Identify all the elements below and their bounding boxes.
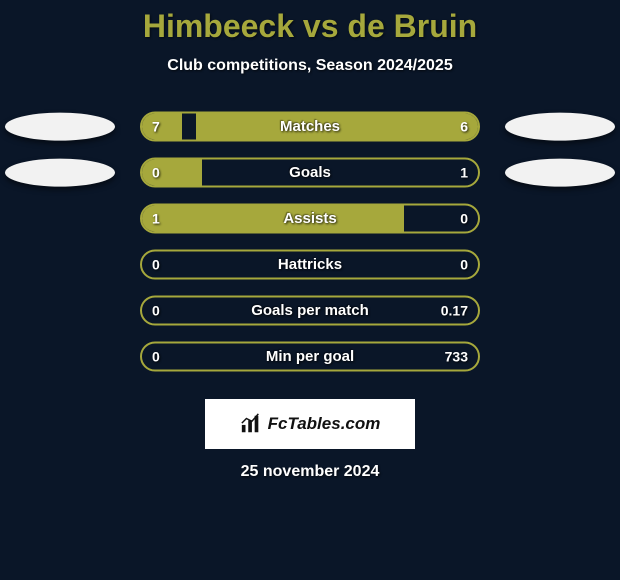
player-right-avatar (505, 159, 615, 187)
subtitle: Club competitions, Season 2024/2025 (0, 57, 620, 75)
stat-bar-track: 76Matches (140, 112, 480, 142)
stat-row: 0 0.17Goals per match (0, 289, 620, 335)
stat-value-left: 0 (152, 303, 160, 319)
stat-bar-track: 0 733Min per goal (140, 342, 480, 372)
stat-bar-track: 0 0Hattricks (140, 250, 480, 280)
player-left-avatar (5, 159, 115, 187)
stat-row: 76Matches (0, 105, 620, 151)
stat-bar-fill-left (142, 206, 404, 232)
date-text: 25 november 2024 (0, 463, 620, 481)
fctables-badge[interactable]: FcTables.com (205, 399, 415, 449)
stat-row: 0 733Min per goal (0, 335, 620, 381)
fctables-text: FcTables.com (268, 414, 381, 434)
stat-value-right: 733 (445, 349, 468, 365)
stat-value-right: 0 (460, 257, 468, 273)
stat-value-right: 1 (460, 165, 468, 181)
chart-bar-icon (240, 413, 262, 435)
stat-bar-track: 0 0.17Goals per match (140, 296, 480, 326)
stat-bar-fill-right (196, 114, 478, 140)
stat-label: Goals per match (142, 302, 478, 319)
stat-row: 01Goals (0, 151, 620, 197)
stat-row: 0 0Hattricks (0, 243, 620, 289)
stat-value-right: 0.17 (441, 303, 468, 319)
stat-value-right: 0 (460, 211, 468, 227)
stat-row: 10Assists (0, 197, 620, 243)
stat-value-left: 0 (152, 349, 160, 365)
stat-value-left: 0 (152, 257, 160, 273)
player-right-avatar (505, 113, 615, 141)
page-title: Himbeeck vs de Bruin (0, 0, 620, 45)
stat-rows-container: 76Matches01Goals10Assists00Hattricks00.1… (0, 105, 620, 381)
stat-label: Hattricks (142, 256, 478, 273)
stat-label: Min per goal (142, 348, 478, 365)
player-left-avatar (5, 113, 115, 141)
stat-bar-track: 01Goals (140, 158, 480, 188)
stat-bar-track: 10Assists (140, 204, 480, 234)
stat-bar-fill-left (142, 114, 182, 140)
stat-bar-fill-left (142, 160, 202, 186)
